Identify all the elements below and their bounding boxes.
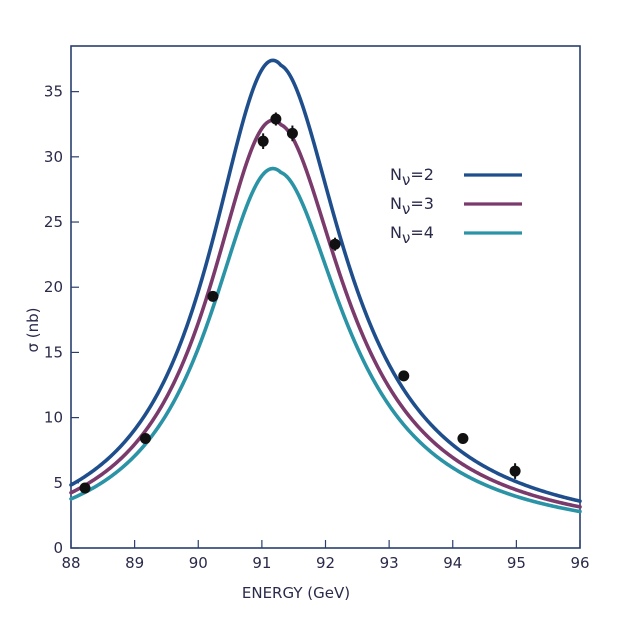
y-tick-label: 5 [53, 474, 63, 492]
data-point [286, 127, 298, 139]
y-tick-label: 0 [53, 539, 63, 557]
legend-label-main: N [390, 223, 402, 242]
data-point [257, 135, 269, 147]
data-point [207, 290, 219, 302]
x-tick-label: 96 [570, 554, 589, 572]
legend-label: Nν=2 [390, 165, 434, 189]
x-axis-title: ENERGY (GeV) [242, 584, 350, 602]
data-point [329, 238, 341, 250]
y-tick-label: 25 [44, 213, 63, 231]
y-axis-title: σ (nb) [24, 307, 42, 352]
x-axis: 88 89 90 91 92 93 94 95 96 [61, 540, 590, 572]
series-line-nu-3 [69, 118, 582, 509]
legend-label-subscript: ν [402, 171, 410, 189]
y-tick-label: 30 [44, 148, 63, 166]
legend-label-subscript: ν [402, 200, 410, 218]
y-tick-label: 10 [44, 409, 63, 427]
data-points-layer [79, 112, 521, 494]
y-axis: 0 5 10 15 20 25 30 35 [44, 83, 79, 557]
y-tick-label: 20 [44, 278, 63, 296]
data-point [139, 432, 151, 444]
x-tick-label: 94 [443, 554, 462, 572]
x-tick-label: 89 [125, 554, 144, 572]
data-point [509, 465, 521, 477]
data-point [398, 370, 410, 382]
legend-label-value: =2 [410, 165, 434, 184]
series-layer [69, 58, 582, 514]
legend-label: Nν=3 [390, 194, 434, 218]
legend-label-main: N [390, 165, 402, 184]
legend-label-main: N [390, 194, 402, 213]
x-tick-label: 95 [507, 554, 526, 572]
series-line-nu-4 [69, 166, 582, 514]
x-tick-label: 90 [189, 554, 208, 572]
y-tick-label: 35 [44, 83, 63, 101]
data-point [457, 432, 469, 444]
y-tick-label: 15 [44, 343, 63, 361]
data-point [79, 482, 91, 494]
x-tick-label: 92 [316, 554, 335, 572]
legend-label: Nν=4 [390, 223, 434, 247]
legend-label-value: =4 [410, 223, 434, 242]
plot-frame [70, 45, 581, 549]
legend-label-subscript: ν [402, 229, 410, 247]
series-line-nu-2 [69, 58, 582, 503]
x-tick-label: 91 [252, 554, 271, 572]
legend-label-value: =3 [410, 194, 434, 213]
data-point [270, 113, 282, 125]
x-tick-label: 88 [61, 554, 80, 572]
legend: Nν=2Nν=3Nν=4 [390, 165, 522, 247]
x-tick-label: 93 [380, 554, 399, 572]
